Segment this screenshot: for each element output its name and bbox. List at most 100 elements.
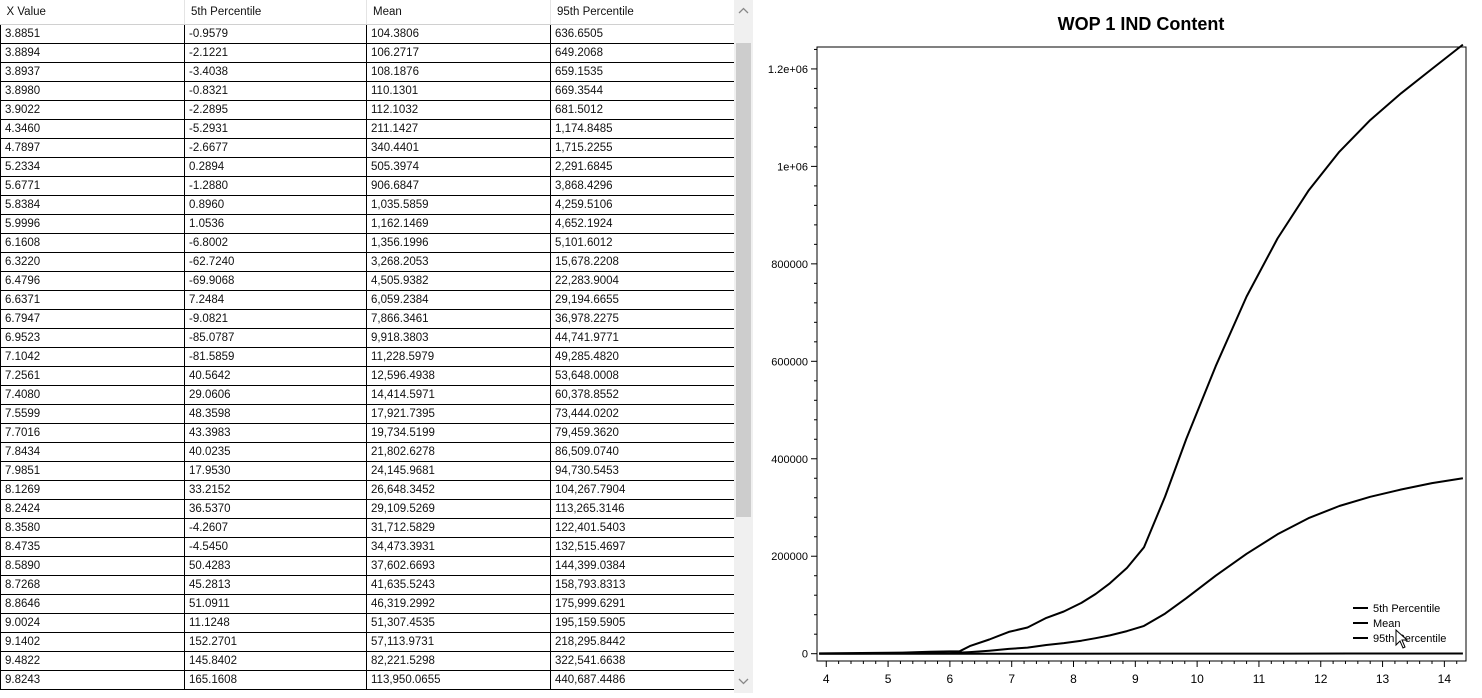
table-cell[interactable]: -4.2607	[185, 519, 367, 538]
column-header-mean[interactable]: Mean	[367, 0, 551, 25]
table-cell[interactable]: 6.7947	[1, 310, 185, 329]
table-cell[interactable]: 29,109.5269	[367, 500, 551, 519]
table-cell[interactable]: 7.7016	[1, 424, 185, 443]
table-cell[interactable]: -2.1221	[185, 44, 367, 63]
table-cell[interactable]: 60,378.8552	[551, 386, 735, 405]
table-cell[interactable]: 24,145.9681	[367, 462, 551, 481]
table-cell[interactable]: 211.1427	[367, 120, 551, 139]
table-cell[interactable]: 7.4080	[1, 386, 185, 405]
table-cell[interactable]: 3.8937	[1, 63, 185, 82]
table-cell[interactable]: 122,401.5403	[551, 519, 735, 538]
table-cell[interactable]: 7.5599	[1, 405, 185, 424]
table-cell[interactable]: 48.3598	[185, 405, 367, 424]
table-cell[interactable]: 57,113.9731	[367, 633, 551, 652]
table-cell[interactable]: 322,541.6638	[551, 652, 735, 671]
table-cell[interactable]: 7.2561	[1, 367, 185, 386]
table-cell[interactable]: 53,648.0008	[551, 367, 735, 386]
table-cell[interactable]: 40.0235	[185, 443, 367, 462]
table-cell[interactable]: 505.3974	[367, 158, 551, 177]
table-cell[interactable]: 50.4283	[185, 557, 367, 576]
table-cell[interactable]: 11,228.5979	[367, 348, 551, 367]
table-cell[interactable]: 3.8851	[1, 25, 185, 44]
table-cell[interactable]: 7.2484	[185, 291, 367, 310]
table-cell[interactable]: 4,259.5106	[551, 196, 735, 215]
table-cell[interactable]: 8.2424	[1, 500, 185, 519]
table-cell[interactable]: 3.8980	[1, 82, 185, 101]
table-cell[interactable]: 29,194.6655	[551, 291, 735, 310]
table-cell[interactable]: 5.6771	[1, 177, 185, 196]
table-cell[interactable]: 21,802.6278	[367, 443, 551, 462]
table-cell[interactable]: 34,473.3931	[367, 538, 551, 557]
table-cell[interactable]: 9.4822	[1, 652, 185, 671]
table-cell[interactable]: 7.1042	[1, 348, 185, 367]
table-cell[interactable]: 9,918.3803	[367, 329, 551, 348]
table-cell[interactable]: 7,866.3461	[367, 310, 551, 329]
table-cell[interactable]: 9.1402	[1, 633, 185, 652]
table-cell[interactable]: 1,715.2255	[551, 139, 735, 158]
table-cell[interactable]: -5.2931	[185, 120, 367, 139]
table-cell[interactable]: 0.2894	[185, 158, 367, 177]
table-cell[interactable]: 1,356.1996	[367, 234, 551, 253]
table-cell[interactable]: 6.9523	[1, 329, 185, 348]
table-cell[interactable]: 108.1876	[367, 63, 551, 82]
table-cell[interactable]: 1,162.1469	[367, 215, 551, 234]
table-cell[interactable]: 82,221.5298	[367, 652, 551, 671]
table-cell[interactable]: 4,652.1924	[551, 215, 735, 234]
table-cell[interactable]: 8.5890	[1, 557, 185, 576]
table-cell[interactable]: 9.0024	[1, 614, 185, 633]
scroll-down-button[interactable]	[734, 671, 753, 693]
table-cell[interactable]: 132,515.4697	[551, 538, 735, 557]
table-cell[interactable]: 36.5370	[185, 500, 367, 519]
table-cell[interactable]: -62.7240	[185, 253, 367, 272]
table-cell[interactable]: 0.8960	[185, 196, 367, 215]
table-cell[interactable]: 94,730.5453	[551, 462, 735, 481]
scroll-up-button[interactable]	[734, 0, 753, 22]
table-cell[interactable]: 12,596.4938	[367, 367, 551, 386]
table-cell[interactable]: 145.8402	[185, 652, 367, 671]
table-cell[interactable]: 11.1248	[185, 614, 367, 633]
column-header-5th-percentile[interactable]: 5th Percentile	[185, 0, 367, 25]
table-cell[interactable]: 51,307.4535	[367, 614, 551, 633]
table-cell[interactable]: 3,268.2053	[367, 253, 551, 272]
table-cell[interactable]: -4.5450	[185, 538, 367, 557]
table-cell[interactable]: 110.1301	[367, 82, 551, 101]
table-cell[interactable]: 86,509.0740	[551, 443, 735, 462]
table-cell[interactable]: 4.7897	[1, 139, 185, 158]
table-cell[interactable]: 340.4401	[367, 139, 551, 158]
table-cell[interactable]: 3.9022	[1, 101, 185, 120]
table-cell[interactable]: -0.9579	[185, 25, 367, 44]
table-cell[interactable]: -0.8321	[185, 82, 367, 101]
table-cell[interactable]: 7.8434	[1, 443, 185, 462]
table-cell[interactable]: 8.3580	[1, 519, 185, 538]
table-cell[interactable]: 906.6847	[367, 177, 551, 196]
table-cell[interactable]: -9.0821	[185, 310, 367, 329]
table-cell[interactable]: -3.4038	[185, 63, 367, 82]
table-cell[interactable]: 41,635.5243	[367, 576, 551, 595]
table-cell[interactable]: 113,950.0655	[367, 671, 551, 690]
table-cell[interactable]: 195,159.5905	[551, 614, 735, 633]
table-cell[interactable]: 8.4735	[1, 538, 185, 557]
table-cell[interactable]: 79,459.3620	[551, 424, 735, 443]
table-cell[interactable]: 3.8894	[1, 44, 185, 63]
table-cell[interactable]: 2,291.6845	[551, 158, 735, 177]
table-cell[interactable]: 218,295.8442	[551, 633, 735, 652]
